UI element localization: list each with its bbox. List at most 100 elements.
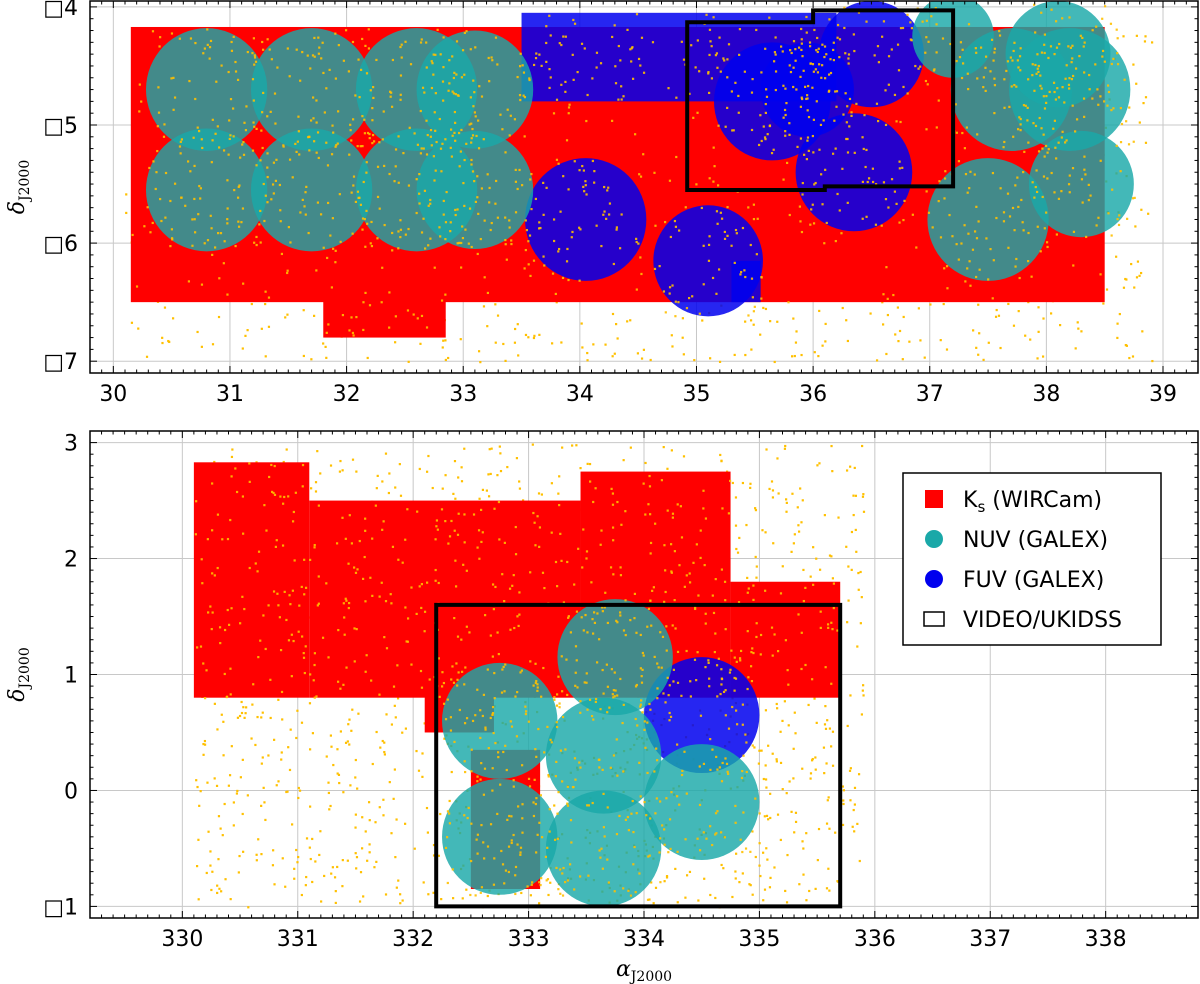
scatter-point	[1133, 286, 1136, 289]
scatter-point	[906, 13, 909, 16]
scatter-point	[961, 48, 964, 51]
scatter-point	[448, 535, 452, 538]
scatter-point	[660, 666, 663, 669]
scatter-point	[329, 734, 333, 737]
scatter-point	[293, 877, 296, 880]
scatter-point	[443, 737, 446, 740]
scatter-point	[685, 649, 688, 653]
scatter-point	[759, 874, 762, 878]
scatter-point	[629, 319, 632, 322]
scatter-point	[586, 631, 589, 634]
scatter-point	[375, 730, 378, 734]
scatter-point	[568, 103, 571, 106]
y-axis-title: δJ2000	[5, 160, 33, 215]
scatter-point	[540, 493, 544, 496]
ks-coverage-tile	[193, 462, 310, 698]
scatter-point	[273, 92, 277, 95]
scatter-point	[419, 342, 422, 345]
scatter-point	[191, 218, 194, 221]
scatter-point	[481, 714, 484, 718]
scatter-point	[440, 508, 444, 511]
scatter-point	[569, 819, 573, 822]
scatter-point	[892, 293, 895, 297]
scatter-point	[536, 686, 539, 689]
scatter-point	[313, 663, 316, 667]
scatter-point	[654, 224, 657, 227]
scatter-point	[354, 571, 358, 574]
scatter-point	[463, 541, 466, 544]
scatter-point	[751, 296, 754, 299]
scatter-point	[1135, 276, 1139, 279]
scatter-point	[361, 228, 364, 231]
scatter-point	[384, 600, 388, 603]
scatter-point	[609, 566, 613, 569]
scatter-point	[447, 89, 450, 92]
scatter-point	[348, 329, 351, 332]
scatter-point	[768, 487, 771, 491]
scatter-point	[824, 168, 827, 171]
scatter-point	[710, 77, 714, 80]
scatter-point	[301, 50, 304, 54]
scatter-point	[430, 144, 433, 147]
scatter-point	[1043, 43, 1046, 46]
scatter-point	[810, 208, 813, 211]
scatter-point	[378, 141, 381, 144]
scatter-point	[280, 751, 283, 754]
scatter-point	[229, 898, 232, 901]
scatter-point	[802, 599, 805, 603]
scatter-point	[367, 47, 371, 50]
scatter-point	[295, 848, 298, 852]
scatter-point	[351, 331, 355, 335]
scatter-point	[497, 751, 500, 754]
scatter-point	[266, 175, 269, 179]
scatter-point	[1047, 56, 1050, 60]
scatter-point	[216, 232, 220, 235]
scatter-point	[711, 594, 714, 597]
scatter-point	[527, 240, 530, 243]
scatter-point	[1036, 225, 1039, 228]
scatter-point	[1103, 60, 1106, 63]
scatter-point	[622, 770, 625, 773]
scatter-point	[260, 129, 263, 132]
scatter-point	[391, 545, 395, 548]
scatter-point	[211, 118, 214, 121]
scatter-point	[613, 24, 616, 27]
scatter-point	[695, 543, 698, 546]
scatter-point	[507, 845, 511, 848]
scatter-point	[1008, 105, 1011, 109]
scatter-point	[332, 763, 335, 767]
scatter-point	[1042, 95, 1045, 98]
scatter-point	[211, 611, 214, 614]
scatter-point	[616, 774, 619, 777]
scatter-point	[326, 256, 329, 260]
scatter-point	[528, 234, 532, 237]
scatter-point	[548, 68, 551, 71]
scatter-point	[344, 597, 347, 600]
scatter-point	[964, 173, 968, 176]
scatter-point	[643, 720, 646, 723]
scatter-point	[556, 812, 559, 815]
scatter-point	[933, 68, 936, 71]
scatter-point	[554, 775, 557, 778]
scatter-point	[444, 138, 447, 141]
scatter-point	[671, 284, 674, 287]
scatter-point	[709, 738, 712, 741]
scatter-point	[867, 177, 871, 180]
scatter-point	[812, 70, 815, 73]
scatter-point	[639, 705, 642, 708]
scatter-point	[441, 80, 445, 83]
scatter-point	[1050, 8, 1053, 11]
scatter-point	[543, 751, 546, 754]
scatter-point	[708, 177, 711, 180]
scatter-point	[368, 132, 371, 136]
scatter-point	[585, 550, 589, 553]
scatter-point	[702, 507, 705, 510]
scatter-point	[325, 141, 328, 144]
scatter-point	[929, 303, 932, 306]
scatter-point	[578, 279, 581, 282]
scatter-point	[733, 676, 736, 680]
scatter-point	[228, 774, 232, 777]
scatter-point	[1119, 141, 1123, 144]
scatter-point	[1049, 45, 1053, 48]
scatter-point	[665, 876, 669, 879]
